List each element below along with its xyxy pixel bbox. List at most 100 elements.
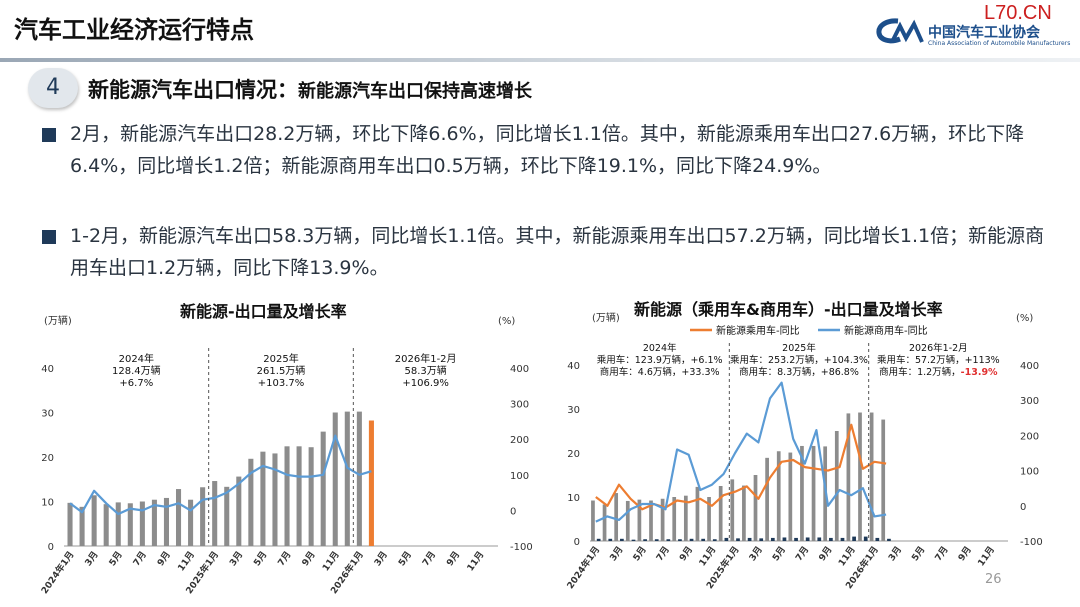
bar-commercial <box>747 537 752 541</box>
bar <box>248 458 254 546</box>
bar-passenger <box>591 500 595 541</box>
bar <box>308 447 314 546</box>
left-axis-tick: 0 <box>574 537 580 548</box>
bar <box>79 506 85 546</box>
x-axis-tick: 5月 <box>631 544 649 563</box>
bar-passenger <box>753 475 758 541</box>
left-axis-unit: (万辆) <box>592 311 620 324</box>
bar-passenger <box>776 451 781 541</box>
bar <box>200 487 206 546</box>
bar-passenger <box>858 412 862 541</box>
bar <box>91 495 97 546</box>
bar-commercial <box>608 538 613 541</box>
x-axis-tick: 11月 <box>697 544 718 568</box>
bar-commercial <box>805 537 810 541</box>
annotation-passenger: 乘用车：253.2万辆，+104.3% <box>730 354 868 366</box>
bar-passenger <box>649 500 653 541</box>
right-axis-tick: 400 <box>510 364 529 375</box>
left-axis-tick: 20 <box>567 449 580 460</box>
x-axis-tick: 7月 <box>933 544 951 563</box>
right-axis-tick: 200 <box>1020 431 1039 442</box>
bar <box>212 481 218 546</box>
bar <box>260 451 266 546</box>
legend-label-passenger: 新能源乘用车-同比 <box>716 324 800 337</box>
x-axis-tick: 3月 <box>83 549 101 568</box>
passenger-growth-line <box>595 423 887 511</box>
annotation-commercial: 商用车：1.2万辆，-13.9% <box>879 366 998 378</box>
right-axis-tick: 200 <box>510 435 529 446</box>
left-axis-tick: 20 <box>41 453 54 464</box>
bar-commercial <box>620 538 624 541</box>
bar-commercial <box>770 537 775 541</box>
annotation-growth: +106.9% <box>402 378 449 389</box>
bar <box>332 412 338 546</box>
bar-commercial <box>829 537 833 541</box>
bar-commercial <box>840 537 845 541</box>
bar-commercial <box>852 536 856 541</box>
x-axis-tick: 11月 <box>176 549 197 573</box>
bar-commercial <box>701 538 706 541</box>
left-axis-tick: 10 <box>41 498 54 509</box>
bullet-marker <box>42 230 56 244</box>
bar-passenger <box>881 419 886 541</box>
right-axis-tick: 300 <box>1020 396 1039 407</box>
left-axis-tick: 30 <box>567 405 580 416</box>
bar-passenger <box>765 457 769 541</box>
annotation-commercial-prefix: 商用车：1.2万辆， <box>879 366 961 378</box>
page-number: 26 <box>985 572 1002 587</box>
annotation-volume: 128.4万辆 <box>112 364 161 377</box>
bar-commercial <box>887 538 891 541</box>
bar <box>236 476 242 546</box>
bar-commercial <box>689 538 694 541</box>
right-axis-tick: 100 <box>1020 467 1039 478</box>
bar-commercial <box>654 539 659 541</box>
chart2-title: 新能源（乘用车&商用车）-出口量及增长率 <box>634 300 943 319</box>
x-axis-tick: 9月 <box>817 544 835 563</box>
bar-passenger <box>788 452 793 541</box>
bullet-text-feb: 2月，新能源汽车出口28.2万辆，环比下降6.6%，同比增长1.1倍。其中，新能… <box>70 123 1025 177</box>
x-axis-tick: 5月 <box>107 549 125 568</box>
annotation-period: 2026年1-2月 <box>395 352 457 365</box>
chart1-title: 新能源-出口量及增长率 <box>180 302 347 321</box>
bar-commercial <box>817 537 822 541</box>
annotation-growth: +103.7% <box>258 378 305 389</box>
x-axis-tick: 7月 <box>654 544 672 563</box>
x-axis-tick: 11月 <box>320 549 341 573</box>
right-axis-tick: 300 <box>510 400 529 411</box>
annotation-growth: +6.7% <box>119 378 153 389</box>
logo-text-cn: 中国汽车工业协会 <box>928 25 1040 41</box>
site-watermark: L70.CN <box>984 2 1052 24</box>
x-axis-tick: 9月 <box>444 549 462 568</box>
bar <box>224 486 230 546</box>
x-axis-tick: 3月 <box>747 544 765 563</box>
x-axis-tick: 3月 <box>608 544 626 563</box>
left-axis-tick: 10 <box>567 493 580 504</box>
bar-highlight <box>368 420 374 546</box>
bullet-text-jan-feb: 1-2月，新能源汽车出口58.3万辆，同比增长1.1倍。其中，新能源乘用车出口5… <box>70 225 1045 279</box>
x-axis-tick: 7月 <box>131 549 149 568</box>
bar <box>163 497 170 546</box>
right-axis-tick: 100 <box>510 471 529 482</box>
bar-commercial <box>782 537 787 541</box>
legend-label-commercial: 新能源商用车-同比 <box>844 324 928 337</box>
x-axis-tick: 9月 <box>677 544 695 563</box>
bar <box>344 411 350 546</box>
annotation-commercial: 商用车：8.3万辆，+86.8% <box>739 366 859 378</box>
bar <box>151 499 157 546</box>
bar-passenger <box>614 493 619 541</box>
growth-rate-line <box>69 434 372 516</box>
bar <box>320 431 326 546</box>
bar-passenger <box>730 479 735 541</box>
section-number-badge: 4 <box>28 68 78 108</box>
bullet-marker <box>42 128 56 142</box>
annotation-period: 2025年 <box>263 352 298 365</box>
bar-commercial <box>596 538 601 541</box>
x-axis-tick: 5月 <box>910 544 928 563</box>
bar-passenger <box>834 431 839 541</box>
bar <box>139 501 145 546</box>
right-axis-tick: 0 <box>1020 502 1026 513</box>
bar <box>175 489 182 546</box>
left-axis-tick: 40 <box>41 364 54 375</box>
bar <box>296 446 302 546</box>
x-axis-tick: 5月 <box>396 549 414 568</box>
